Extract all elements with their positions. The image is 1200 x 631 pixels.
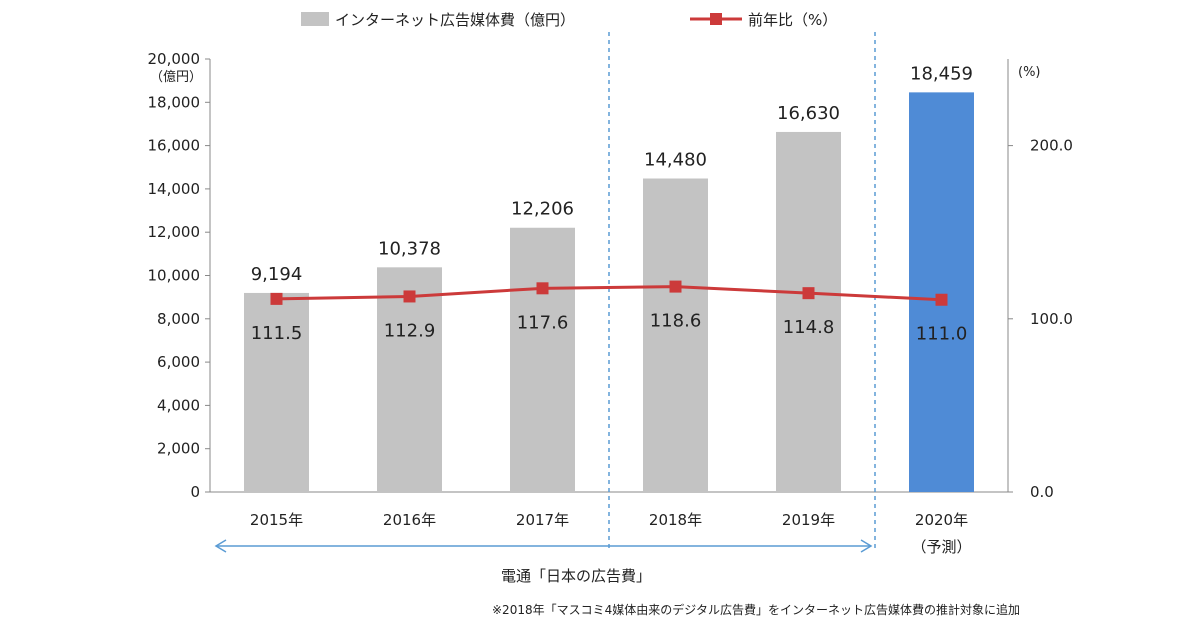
growth-point: [403, 290, 416, 303]
legend: インターネット広告媒体費（億円） 前年比（%）: [301, 11, 837, 29]
line-series: 111.5 112.9 117.6 118.6 114.8 111.0: [251, 280, 968, 345]
growth-value-label: 112.9: [384, 320, 436, 341]
left-axis-tick-label: 8,000: [157, 310, 200, 328]
dividers: [608, 32, 876, 552]
growth-point: [802, 287, 815, 300]
range-arrow-left-head: [214, 539, 227, 553]
right-axis-unit: (%): [1018, 65, 1041, 80]
bar: [510, 227, 575, 492]
legend-bar-label: インターネット広告媒体費（億円）: [335, 11, 575, 29]
category-label: 2016年: [383, 511, 436, 529]
left-axis-tick-label: 4,000: [157, 396, 200, 414]
category-label: 2015年: [250, 511, 303, 529]
growth-point: [669, 280, 682, 293]
left-axis-tick-label: 14,000: [148, 180, 201, 198]
category-label: 2019年: [782, 511, 835, 529]
left-axis-tick-label: 12,000: [148, 223, 201, 241]
category-label: 2020年: [915, 511, 968, 529]
category-sublabel: （予測）: [911, 538, 971, 556]
left-axis-tick-label: 2,000: [157, 440, 200, 458]
right-axis-tick-label: 0.0: [1030, 483, 1054, 501]
growth-line: [276, 285, 942, 302]
left-axis-tick-label: 16,000: [148, 137, 201, 155]
bar-value-label: 14,480: [644, 150, 707, 171]
growth-point: [270, 292, 283, 305]
bar: [776, 131, 841, 492]
range-label: 電通「日本の広告費」: [501, 567, 651, 585]
bar: [643, 178, 708, 492]
bar: [377, 267, 442, 492]
range-annotation: [214, 539, 873, 553]
bars: 9,194 10,378 12,206 14,480 16,630 18,459: [244, 63, 974, 493]
growth-value-label: 114.8: [783, 317, 835, 338]
growth-value-label: 118.6: [650, 311, 702, 332]
left-axis-tick-label: 10,000: [148, 267, 201, 285]
footnote: ※2018年「マスコミ4媒体由来のデジタル広告費」をインターネット広告媒体費の推…: [492, 602, 1020, 617]
bar-value-label: 16,630: [777, 103, 840, 124]
left-axis-tick-label: 20,000: [148, 50, 201, 68]
bar: [244, 292, 309, 492]
bar-value-label: 12,206: [511, 199, 574, 220]
bar-value-label: 9,194: [251, 264, 303, 285]
legend-line-label: 前年比（%）: [748, 11, 837, 29]
category-axis: 2015年 2016年 2017年 2018年 2019年 2020年 （予測）: [250, 511, 972, 556]
growth-point: [935, 293, 948, 306]
growth-value-label: 111.0: [916, 324, 968, 345]
left-axis-tick-label: 0: [190, 483, 200, 501]
legend-line-marker: [710, 13, 722, 25]
category-label: 2018年: [649, 511, 702, 529]
range-arrow-right-head: [860, 539, 873, 553]
bar-value-label: 18,459: [910, 63, 973, 84]
left-axis-unit: （億円）: [150, 69, 202, 85]
bar: [909, 92, 974, 493]
growth-value-label: 117.6: [517, 312, 569, 333]
category-label: 2017年: [516, 511, 569, 529]
left-axis-tick-label: 18,000: [148, 93, 201, 111]
growth-value-label: 111.5: [251, 323, 303, 344]
right-axis: 0.0 100.0 200.0: [1007, 59, 1073, 501]
left-axis-tick-label: 6,000: [157, 353, 200, 371]
right-axis-tick-label: 100.0: [1030, 310, 1073, 328]
right-axis-tick-label: 200.0: [1030, 137, 1073, 155]
legend-bar-swatch: [301, 12, 329, 26]
growth-point: [536, 282, 549, 295]
bar-value-label: 10,378: [378, 238, 441, 259]
